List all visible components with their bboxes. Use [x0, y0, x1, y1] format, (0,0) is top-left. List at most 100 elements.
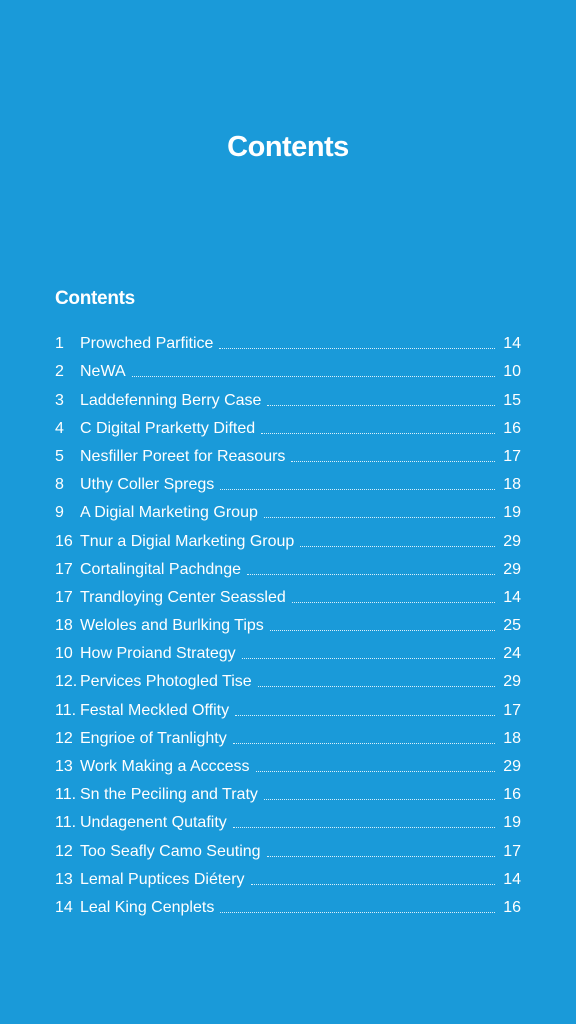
toc-entry-page: 17 — [503, 447, 521, 465]
toc-entry-title: How Proiand Strategy — [80, 645, 236, 663]
toc-dot-leader — [255, 771, 495, 772]
toc-entry[interactable]: 11. Sn the Peciling and Traty 16 — [55, 777, 521, 805]
toc-entry-number: 11. — [55, 701, 77, 719]
toc-entry[interactable]: 1 Prowched Parfitice 14 — [55, 326, 521, 354]
toc-entry-title: Work Making a Acccess — [80, 758, 250, 775]
toc-entry[interactable]: 8 Uthy Coller Spregs 18 — [55, 467, 521, 495]
toc-entry-title: NeWA — [80, 363, 126, 381]
toc-entry-title: Tnur a Digial Marketing Group — [80, 532, 295, 550]
toc-entry-title: Undagenent Qutafity — [80, 814, 227, 832]
toc-dot-leader — [263, 799, 495, 801]
toc-dot-leader — [131, 376, 495, 378]
toc-list: 1 Prowched Parfitice 14 2 NeWA 10 3 Ladd… — [55, 326, 521, 918]
toc-entry-number: 12 — [55, 842, 73, 860]
toc-entry[interactable]: 9 A Digial Marketing Group 19 — [55, 495, 521, 523]
toc-entry[interactable]: 12. Pervices Photogled Tise 29 — [55, 664, 521, 692]
toc-entry[interactable]: 16 Tnur a Digial Marketing Group 29 — [55, 523, 521, 551]
toc-entry[interactable]: 4 C Digital Prarketty Difted 16 — [55, 411, 521, 439]
toc-entry-number: 18 — [55, 617, 73, 635]
toc-dot-leader — [232, 827, 495, 829]
toc-entry-number: 2 — [55, 363, 64, 381]
toc-entry-number: 10 — [55, 645, 73, 663]
toc-dot-leader — [300, 545, 495, 547]
toc-entry[interactable]: 12 Too Seafly Camo Seuting 17 — [55, 833, 521, 861]
toc-entry-number: 12. — [55, 673, 78, 691]
toc-entry-number: 1 — [55, 335, 64, 353]
toc-entry-page: 14 — [503, 588, 521, 606]
toc-heading: Contents — [55, 288, 135, 309]
toc-entry-title: Sn the Peciling and Traty — [80, 786, 258, 804]
toc-entry-page: 15 — [503, 391, 521, 409]
toc-entry[interactable]: 17 Trandloying Center Seassled 14 — [55, 580, 521, 608]
toc-entry-number: 4 — [55, 419, 64, 437]
toc-dot-leader — [291, 460, 495, 462]
page-title: Contents — [227, 131, 349, 164]
toc-entry[interactable]: 14 Leal King Cenplets 16 — [55, 890, 521, 918]
toc-entry-page: 18 — [503, 476, 521, 494]
toc-dot-leader — [261, 432, 495, 434]
toc-entry[interactable]: 13 Work Making a Acccess 29 — [55, 749, 521, 777]
toc-entry-title: C Digital Prarketty Difted — [80, 419, 256, 437]
toc-entry-page: 16 — [503, 419, 521, 437]
toc-entry-number: 3 — [55, 391, 64, 409]
toc-entry-number: 11. — [55, 786, 77, 804]
toc-entry-title: Leal King Cenplets — [80, 898, 215, 916]
toc-entry-number: 12 — [55, 729, 73, 747]
toc-entry-title: Engrioe of Tranlighty — [80, 729, 227, 747]
toc-entry-page: 19 — [503, 814, 521, 832]
toc-entry-page: 18 — [503, 729, 521, 747]
toc-entry-title: Uthy Coller Spregs — [80, 476, 215, 494]
toc-entry[interactable]: 5 Nesfiller Poreet for Reasours 17 — [55, 439, 521, 467]
toc-entry-page: 29 — [503, 758, 521, 775]
toc-entry-page: 29 — [503, 560, 521, 578]
toc-entry-title: Too Seafly Camo Seuting — [80, 842, 261, 860]
toc-entry-title: Weloles and Burlking Tips — [80, 617, 264, 635]
toc-dot-leader — [250, 883, 495, 885]
toc-entry[interactable]: 3 Laddefenning Berry Case 15 — [55, 382, 521, 410]
toc-entry[interactable]: 12 Engrioe of Tranlighty 18 — [55, 721, 521, 749]
toc-dot-leader — [219, 348, 495, 350]
toc-entry-title: Festal Meckled Offity — [80, 701, 230, 719]
toc-entry-page: 29 — [503, 532, 521, 550]
toc-entry[interactable]: 18 Weloles and Burlking Tips 25 — [55, 608, 521, 636]
toc-dot-leader — [220, 489, 495, 491]
toc-entry-page: 17 — [503, 842, 521, 860]
toc-entry-number: 14 — [55, 898, 73, 916]
toc-entry-page: 25 — [503, 617, 521, 635]
toc-entry-title: A Digial Marketing Group — [80, 504, 258, 522]
toc-entry[interactable]: 2 NeWA 10 — [55, 354, 521, 382]
toc-entry-page: 16 — [503, 898, 521, 916]
toc-entry-title: Pervices Photogled Tise — [80, 673, 252, 691]
toc-dot-leader — [241, 658, 495, 660]
toc-dot-leader — [232, 742, 495, 744]
toc-entry-page: 17 — [503, 701, 521, 719]
toc-entry[interactable]: 11. Festal Meckled Offity 17 — [55, 692, 521, 720]
toc-dot-leader — [269, 630, 495, 632]
toc-entry-title: Lemal Puptices Diétery — [80, 870, 245, 888]
toc-entry[interactable]: 17 Cortalingital Pachdnge 29 — [55, 552, 521, 580]
toc-entry[interactable]: 10 How Proiand Strategy 24 — [55, 636, 521, 664]
toc-entry-page: 10 — [503, 363, 521, 381]
toc-dot-leader — [247, 573, 495, 575]
toc-entry-number: 17 — [55, 588, 73, 606]
toc-entry-page: 24 — [503, 645, 521, 663]
toc-entry-page: 29 — [503, 673, 521, 691]
toc-entry-number: 17 — [55, 560, 73, 578]
toc-entry-number: 8 — [55, 476, 64, 494]
toc-entry-page: 14 — [503, 870, 521, 888]
toc-entry-number: 13 — [55, 758, 73, 775]
toc-dot-leader — [267, 404, 495, 406]
toc-entry[interactable]: 13 Lemal Puptices Diétery 14 — [55, 862, 521, 890]
toc-entry-page: 19 — [503, 504, 521, 522]
toc-entry-number: 9 — [55, 504, 64, 522]
toc-entry-number: 5 — [55, 447, 64, 465]
toc-entry-title: Prowched Parfitice — [80, 335, 214, 353]
toc-entry-page: 14 — [503, 335, 521, 353]
toc-entry-number: 13 — [55, 870, 73, 888]
toc-dot-leader — [220, 911, 495, 913]
toc-entry-number: 11. — [55, 814, 77, 832]
toc-entry-page: 16 — [503, 786, 521, 804]
toc-entry[interactable]: 11. Undagenent Qutafity 19 — [55, 805, 521, 833]
toc-entry-number: 16 — [55, 532, 73, 550]
toc-dot-leader — [263, 517, 495, 519]
